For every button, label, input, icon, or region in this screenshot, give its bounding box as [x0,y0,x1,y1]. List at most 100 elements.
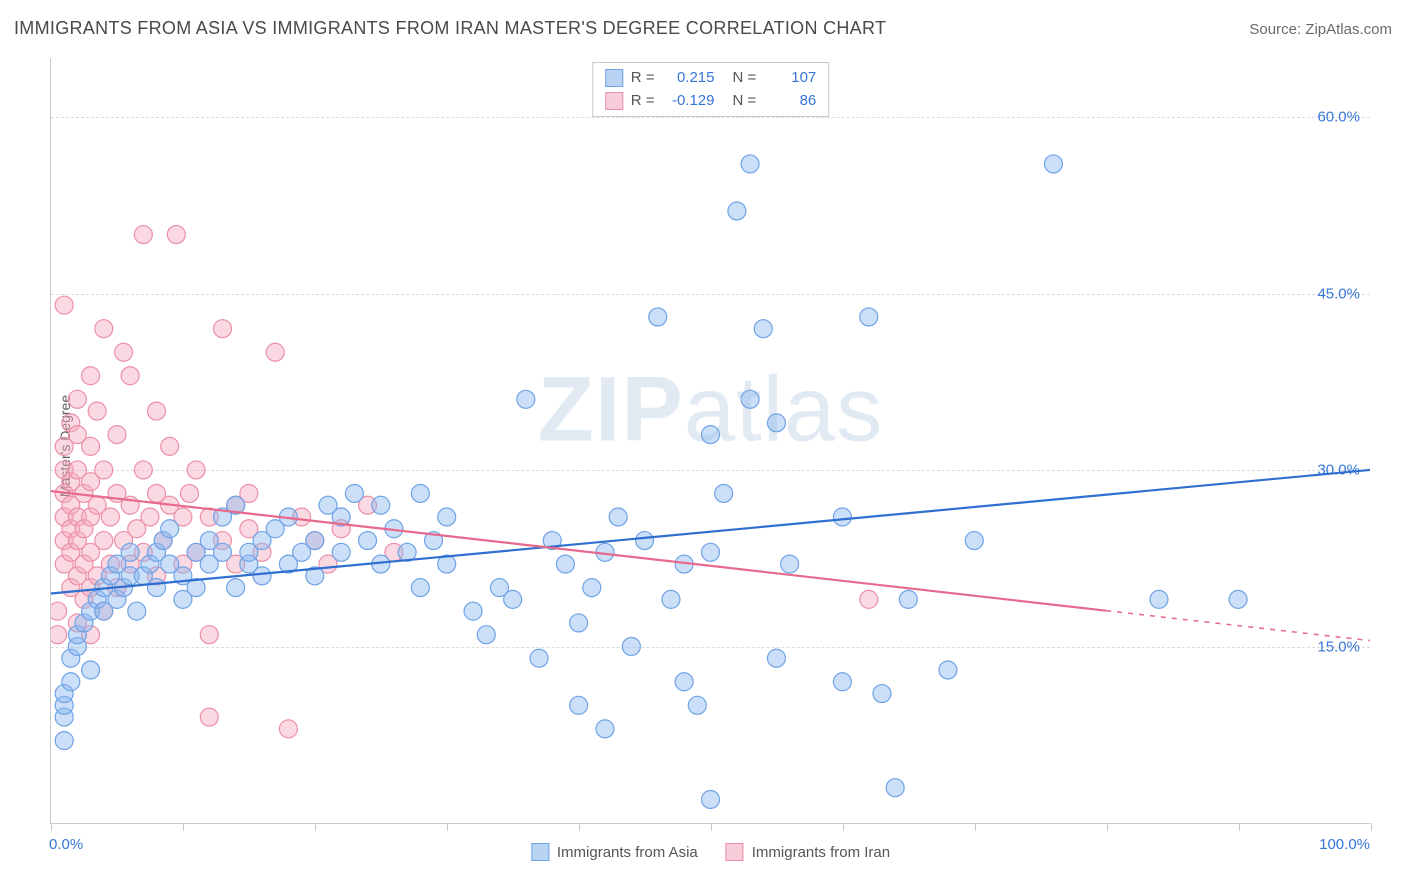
chart-source: Source: ZipAtlas.com [1249,21,1392,38]
data-point-asia [1229,590,1247,608]
scatter-svg [51,58,1370,823]
data-point-iran [95,532,113,550]
n-label-iran: N = [733,90,757,113]
data-point-iran [108,426,126,444]
data-point-asia [741,155,759,173]
data-point-asia [715,484,733,502]
r-label-asia: R = [631,67,655,90]
data-point-asia [728,202,746,220]
data-point-iran [161,437,179,455]
source-value: ZipAtlas.com [1305,21,1392,38]
x-tick [1107,823,1108,831]
data-point-asia [1150,590,1168,608]
data-point-asia [148,579,166,597]
data-point-iran [134,226,152,244]
data-point-asia [517,390,535,408]
data-point-iran [121,367,139,385]
data-point-asia [530,649,548,667]
data-point-iran [115,343,133,361]
legend-series: Immigrants from Asia Immigrants from Ira… [531,843,890,861]
r-label-iran: R = [631,90,655,113]
data-point-iran [95,320,113,338]
data-point-asia [411,579,429,597]
x-tick [51,823,52,831]
n-value-iran: 86 [764,90,816,113]
data-point-asia [213,543,231,561]
data-point-asia [662,590,680,608]
x-tick [1239,823,1240,831]
data-point-asia [833,673,851,691]
chart-header: IMMIGRANTS FROM ASIA VS IMMIGRANTS FROM … [14,18,1392,39]
data-point-iran [167,226,185,244]
data-point-asia [411,484,429,502]
data-point-iran [181,484,199,502]
data-point-asia [121,543,139,561]
x-tick [447,823,448,831]
data-point-iran [101,508,119,526]
data-point-iran [200,708,218,726]
data-point-asia [583,579,601,597]
legend-stats: R = 0.215 N = 107 R = -0.129 N = 86 [592,62,830,117]
data-point-iran [95,461,113,479]
x-tick-label-min: 0.0% [49,836,83,853]
data-point-iran [213,320,231,338]
data-point-iran [88,402,106,420]
data-point-asia [649,308,667,326]
data-point-iran [148,402,166,420]
data-point-asia [504,590,522,608]
x-tick [975,823,976,831]
data-point-asia [372,496,390,514]
data-point-asia [767,414,785,432]
r-value-asia: 0.215 [663,67,715,90]
data-point-asia [767,649,785,667]
data-point-asia [596,720,614,738]
x-tick [1371,823,1372,831]
data-point-asia [128,602,146,620]
data-point-asia [741,390,759,408]
legend-stats-row-asia: R = 0.215 N = 107 [605,67,817,90]
data-point-asia [781,555,799,573]
data-point-asia [464,602,482,620]
data-point-asia [688,696,706,714]
data-point-asia [702,426,720,444]
data-point-iran [187,461,205,479]
data-point-iran [266,343,284,361]
data-point-asia [55,732,73,750]
legend-swatch-asia-bottom [531,843,549,861]
legend-item-asia: Immigrants from Asia [531,843,698,861]
data-point-iran [51,626,67,644]
legend-label-iran: Immigrants from Iran [752,844,890,861]
x-tick-label-max: 100.0% [1319,836,1370,853]
legend-swatch-iran [605,92,623,110]
data-point-iran [279,720,297,738]
data-point-asia [873,685,891,703]
data-point-asia [161,520,179,538]
data-point-iran [82,367,100,385]
trend-line-dashed-iran [1106,611,1370,641]
data-point-iran [141,508,159,526]
data-point-asia [675,673,693,691]
data-point-iran [68,390,86,408]
x-tick [183,823,184,831]
data-point-asia [477,626,495,644]
data-point-asia [227,579,245,597]
data-point-asia [438,508,456,526]
data-point-iran [82,437,100,455]
data-point-asia [609,508,627,526]
data-point-asia [306,532,324,550]
data-point-asia [886,779,904,797]
r-value-iran: -0.129 [663,90,715,113]
data-point-asia [253,567,271,585]
data-point-asia [1044,155,1062,173]
data-point-asia [570,614,588,632]
data-point-asia [833,508,851,526]
n-value-asia: 107 [764,67,816,90]
x-tick [315,823,316,831]
data-point-asia [556,555,574,573]
data-point-iran [860,590,878,608]
legend-swatch-asia [605,69,623,87]
data-point-asia [62,673,80,691]
data-point-asia [636,532,654,550]
data-point-iran [55,296,73,314]
data-point-asia [965,532,983,550]
